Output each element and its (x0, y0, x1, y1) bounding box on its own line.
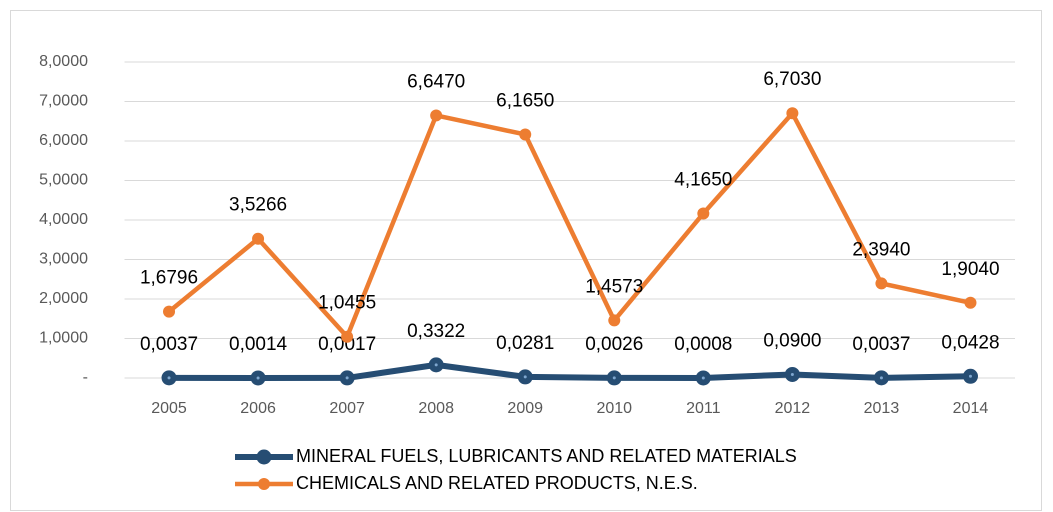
y-tick-label: 7,0000 (39, 93, 88, 110)
x-tick-label: 2006 (240, 400, 276, 417)
x-tick-label: 2008 (418, 400, 454, 417)
point (341, 330, 354, 343)
series-line (169, 361, 971, 381)
x-tick-label: 2010 (596, 400, 632, 417)
x-tick-label: 2013 (864, 400, 900, 417)
data-label: 0,0037 (852, 334, 910, 355)
point (964, 296, 977, 309)
point (786, 107, 799, 120)
data-label: 4,1650 (674, 169, 732, 190)
point (519, 128, 532, 141)
data-label: 6,6470 (407, 71, 465, 92)
point (697, 207, 710, 220)
point-center (434, 363, 438, 367)
y-tick-label: - (83, 369, 88, 386)
x-tick-label: 2012 (775, 400, 811, 417)
x-tick-label: 2007 (329, 400, 365, 417)
x-tick-label: 2014 (953, 400, 989, 417)
x-tick-label: 2011 (686, 400, 721, 417)
x-tick-label: 2005 (151, 400, 187, 417)
point (252, 232, 265, 245)
data-label: 0,0008 (674, 334, 732, 355)
y-tick-label: 8,0000 (39, 53, 88, 70)
chart-border (10, 10, 1042, 511)
legend-marker (256, 449, 272, 465)
point-center (523, 375, 527, 379)
point-center (256, 376, 260, 380)
data-label: 0,0017 (318, 334, 376, 355)
point-center (167, 376, 171, 380)
y-tick-label: 4,0000 (39, 211, 88, 228)
data-label: 6,1650 (496, 90, 554, 111)
point-center (879, 376, 883, 380)
data-label: 1,9040 (941, 259, 999, 280)
point (875, 277, 888, 290)
data-label: 6,7030 (763, 69, 821, 90)
data-label: 0,0428 (941, 332, 999, 353)
point-center (612, 376, 616, 380)
y-tick-label: 2,0000 (39, 290, 88, 307)
data-label: 0,3322 (407, 321, 465, 342)
data-label: 0,0026 (585, 334, 643, 355)
y-tick-label: 3,0000 (39, 251, 88, 268)
data-label: 1,4573 (585, 276, 643, 297)
data-label: 0,0900 (763, 330, 821, 351)
legend-label: CHEMICALS AND RELATED PRODUCTS, N.E.S. (296, 473, 698, 493)
data-label: 0,0037 (140, 334, 198, 355)
data-label: 0,0281 (496, 333, 554, 354)
point-center (345, 376, 349, 380)
legend-marker (258, 478, 270, 490)
data-label: 1,6796 (140, 268, 198, 289)
y-tick-label: 1,0000 (39, 330, 88, 347)
point (163, 305, 176, 318)
x-tick-label: 2009 (507, 400, 543, 417)
point-center (968, 374, 972, 378)
y-tick-label: 6,0000 (39, 132, 88, 149)
data-label: 3,5266 (229, 195, 287, 216)
point-center (790, 372, 794, 376)
data-label: 0,0014 (229, 334, 288, 355)
legend-label: MINERAL FUELS, LUBRICANTS AND RELATED MA… (296, 446, 797, 466)
point-center (701, 376, 705, 380)
data-label: 2,3940 (852, 239, 910, 260)
y-tick-label: 5,0000 (39, 172, 88, 189)
point (608, 314, 621, 327)
series-line (167, 110, 971, 339)
point (430, 109, 443, 122)
data-label: 1,0455 (318, 293, 376, 314)
